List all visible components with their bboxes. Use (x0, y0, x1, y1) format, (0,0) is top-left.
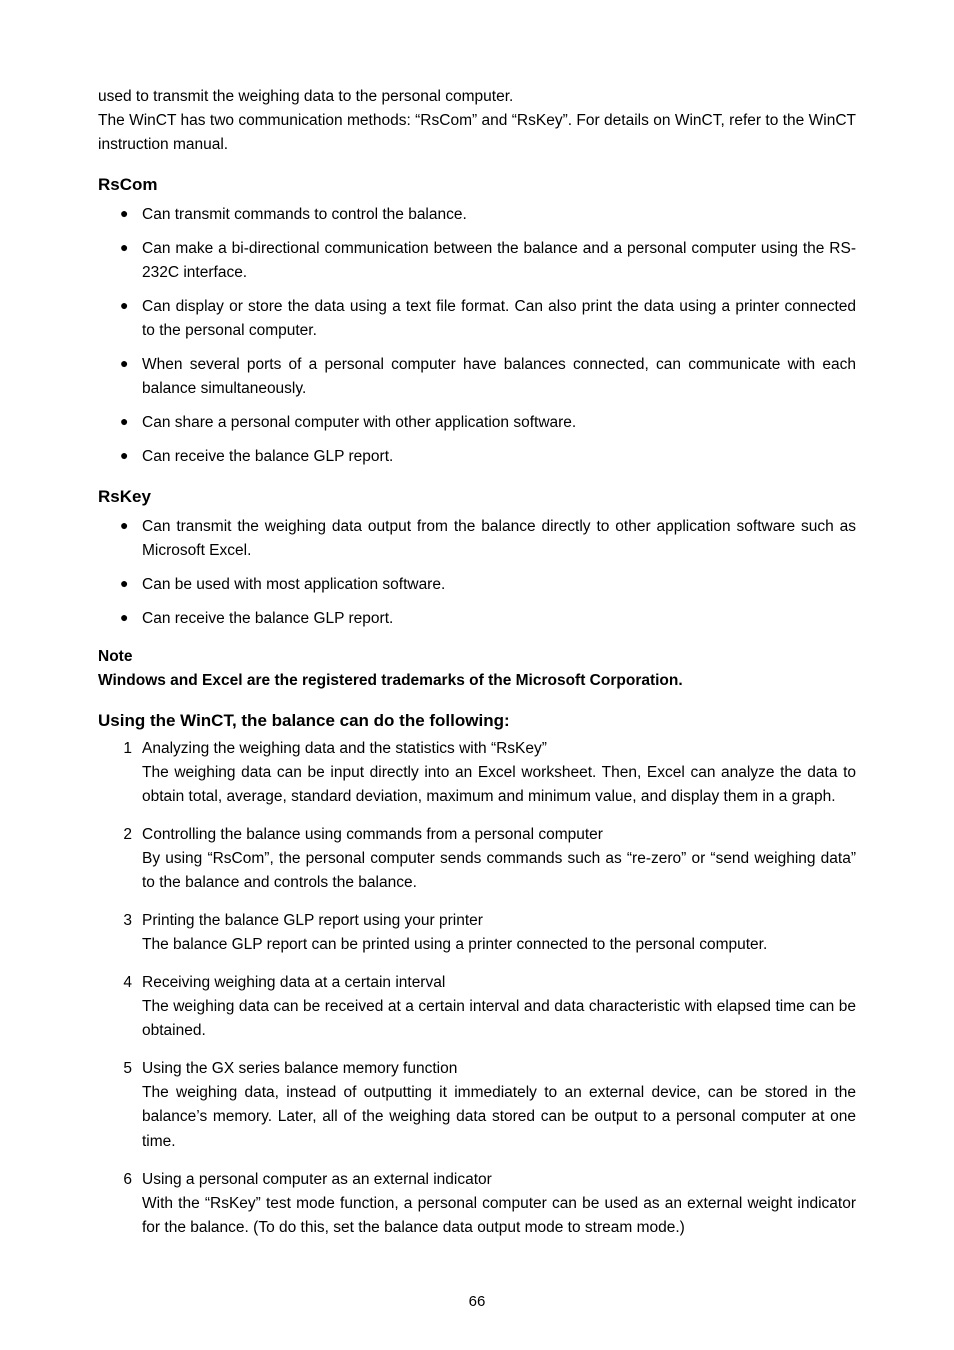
rskey-list: Can transmit the weighing data output fr… (98, 515, 856, 631)
using-list: Analyzing the weighing data and the stat… (98, 737, 856, 1239)
list-item: Receiving weighing data at a certain int… (98, 971, 856, 1043)
list-item: Can make a bi-directional communication … (98, 237, 856, 285)
list-item: Can display or store the data using a te… (98, 295, 856, 343)
list-item: When several ports of a personal compute… (98, 353, 856, 401)
using-heading: Using the WinCT, the balance can do the … (98, 711, 856, 731)
list-item: Printing the balance GLP report using yo… (98, 909, 856, 957)
list-item: Can be used with most application softwa… (98, 573, 856, 597)
list-item: Can transmit commands to control the bal… (98, 203, 856, 227)
page-container: used to transmit the weighing data to th… (0, 0, 954, 1350)
list-item: Can transmit the weighing data output fr… (98, 515, 856, 563)
rscom-list: Can transmit commands to control the bal… (98, 203, 856, 469)
note-text: Windows and Excel are the registered tra… (98, 669, 856, 693)
list-item: Can receive the balance GLP report. (98, 607, 856, 631)
intro-paragraph: used to transmit the weighing data to th… (98, 85, 856, 157)
list-item: Can receive the balance GLP report. (98, 445, 856, 469)
list-item: Using a personal computer as an external… (98, 1168, 856, 1240)
note-label: Note (98, 645, 856, 669)
list-item: Can share a personal computer with other… (98, 411, 856, 435)
rscom-heading: RsCom (98, 175, 856, 195)
list-item: Analyzing the weighing data and the stat… (98, 737, 856, 809)
note-block: Note Windows and Excel are the registere… (98, 645, 856, 693)
list-item: Using the GX series balance memory funct… (98, 1057, 856, 1153)
page-number: 66 (0, 1293, 954, 1310)
list-item: Controlling the balance using commands f… (98, 823, 856, 895)
rskey-heading: RsKey (98, 487, 856, 507)
